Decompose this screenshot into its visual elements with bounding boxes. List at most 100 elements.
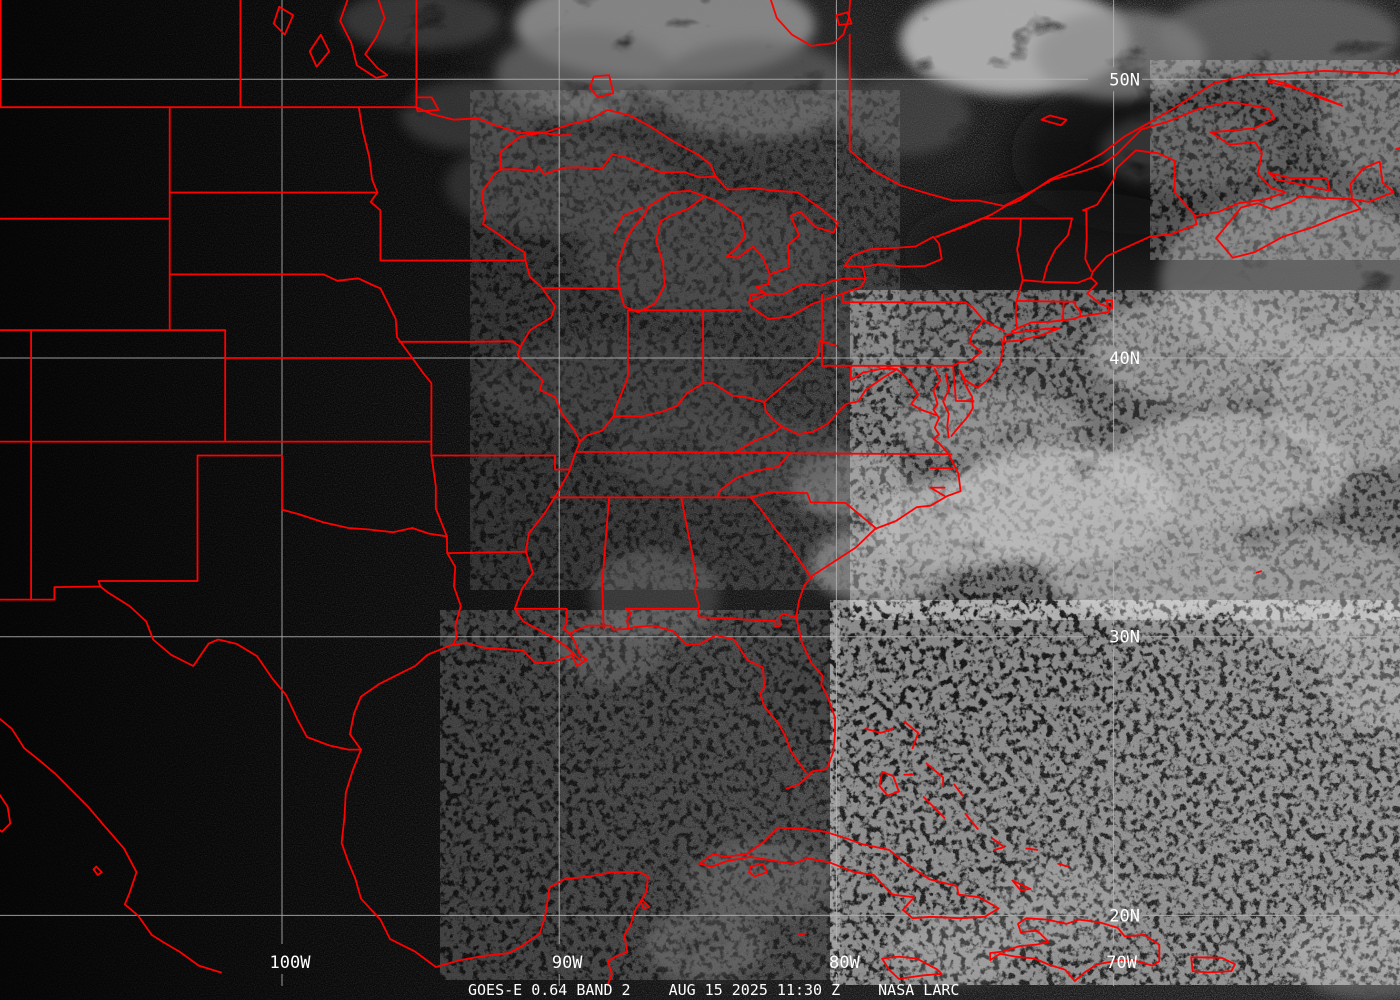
longitude-label: 80W bbox=[829, 953, 860, 973]
boundary-path bbox=[878, 771, 900, 797]
boundary-path bbox=[281, 508, 448, 538]
boundary-path bbox=[795, 527, 877, 619]
boundary-path bbox=[499, 153, 717, 179]
boundary-path bbox=[748, 862, 768, 878]
boundary-path bbox=[680, 496, 701, 610]
longitude-label: 90W bbox=[552, 953, 583, 973]
boundary-path bbox=[769, 0, 852, 47]
boundary-path bbox=[513, 259, 583, 662]
cloud-layer bbox=[340, 0, 1400, 1000]
boundary-path bbox=[698, 856, 1000, 920]
boundary-path bbox=[612, 309, 629, 418]
boundary-path bbox=[1090, 213, 1198, 279]
boundary-path bbox=[1010, 315, 1082, 333]
boundary-path bbox=[627, 624, 807, 774]
boundary-path bbox=[99, 585, 362, 751]
boundary-path bbox=[446, 552, 462, 646]
boundary-path bbox=[789, 452, 953, 456]
boundary-path bbox=[1015, 300, 1082, 318]
boundary-path bbox=[616, 189, 706, 314]
boundary-path bbox=[0, 717, 222, 974]
boundary-path bbox=[97, 454, 199, 588]
boundary-path bbox=[588, 74, 615, 99]
boundary-path bbox=[835, 11, 853, 26]
boundary-path bbox=[613, 206, 644, 234]
boundary-path bbox=[0, 585, 102, 601]
boundary-path bbox=[1062, 300, 1065, 320]
boundary-path bbox=[1021, 276, 1092, 284]
boundary-path bbox=[640, 899, 651, 910]
boundary-path bbox=[714, 175, 839, 276]
caption-instrument: GOES-E 0.64 BAND 2 bbox=[468, 981, 631, 999]
boundary-path bbox=[379, 287, 414, 359]
boundary-path bbox=[848, 33, 1005, 207]
boundary-path bbox=[748, 273, 771, 308]
caption-credit: NASA LARC bbox=[878, 981, 960, 999]
boundary-path bbox=[861, 266, 867, 280]
boundary-path bbox=[540, 287, 622, 290]
boundary-path bbox=[411, 357, 433, 457]
boundary-path bbox=[1042, 217, 1073, 283]
boundary-path bbox=[953, 783, 964, 797]
latitude-label: 20N bbox=[1109, 906, 1140, 926]
boundary-path bbox=[446, 550, 527, 554]
boundary-path bbox=[874, 442, 962, 530]
boundary-path bbox=[749, 496, 813, 580]
boundary-path bbox=[340, 748, 649, 986]
boundary-path bbox=[1215, 195, 1362, 259]
boundary-path bbox=[415, 96, 440, 113]
boundary-path bbox=[1003, 327, 1061, 343]
boundary-path bbox=[1267, 78, 1344, 107]
boundary-path bbox=[950, 369, 974, 437]
boundary-path bbox=[982, 319, 1005, 332]
boundary-path bbox=[339, 0, 389, 79]
boundary-path bbox=[780, 368, 898, 435]
boundary-path bbox=[1040, 114, 1068, 127]
boundary-path bbox=[624, 607, 633, 630]
boundary-path bbox=[952, 319, 985, 367]
boundary-path bbox=[952, 364, 975, 403]
boundary-path bbox=[935, 217, 1073, 238]
boundary-path bbox=[698, 826, 1000, 910]
boundary-path bbox=[499, 109, 717, 178]
boundary-path bbox=[1349, 160, 1395, 203]
boundary-path bbox=[698, 612, 798, 628]
boundary-path bbox=[881, 955, 943, 980]
boundary-path bbox=[398, 340, 522, 348]
boundary-path bbox=[925, 762, 944, 787]
boundary-path bbox=[942, 372, 950, 439]
boundary-path bbox=[976, 338, 1005, 389]
caption-datetime: AUG 15 2025 11:30 Z bbox=[668, 981, 841, 999]
boundary-path bbox=[785, 616, 836, 790]
boundary-path bbox=[92, 865, 103, 876]
boundary-path bbox=[864, 727, 895, 734]
boundary-path bbox=[196, 454, 283, 511]
boundary-path bbox=[168, 273, 382, 290]
boundary-path bbox=[1255, 570, 1262, 574]
boundary-path bbox=[1025, 847, 1039, 851]
boundary-path bbox=[601, 496, 610, 630]
latitude-label: 40N bbox=[1109, 349, 1140, 369]
boundary-path bbox=[964, 812, 979, 830]
grid-label-layer: 50N 40N 30N 20N 100W 90W 80W 70W bbox=[270, 70, 1140, 973]
boundary-path bbox=[842, 293, 985, 321]
boundary-path bbox=[349, 624, 630, 751]
boundary-path bbox=[1190, 956, 1236, 974]
boundary-path bbox=[861, 235, 943, 268]
boundary-path bbox=[929, 486, 946, 497]
latitude-label: 30N bbox=[1109, 628, 1140, 648]
boundary-path bbox=[624, 607, 701, 619]
caption-bar: GOES-E 0.64 BAND 2 AUG 15 2025 11:30 Z NAS… bbox=[0, 981, 1400, 1000]
boundary-path bbox=[272, 5, 294, 36]
boundary-path bbox=[1057, 862, 1069, 868]
boundary-path bbox=[922, 796, 946, 819]
boundary-path bbox=[989, 917, 1161, 982]
boundary-path bbox=[1003, 100, 1287, 217]
latitude-label: 50N bbox=[1109, 70, 1140, 90]
boundary-path bbox=[989, 953, 1076, 982]
boundary-path bbox=[415, 106, 572, 137]
boundary-path bbox=[798, 932, 807, 936]
boundary-path bbox=[513, 607, 571, 635]
